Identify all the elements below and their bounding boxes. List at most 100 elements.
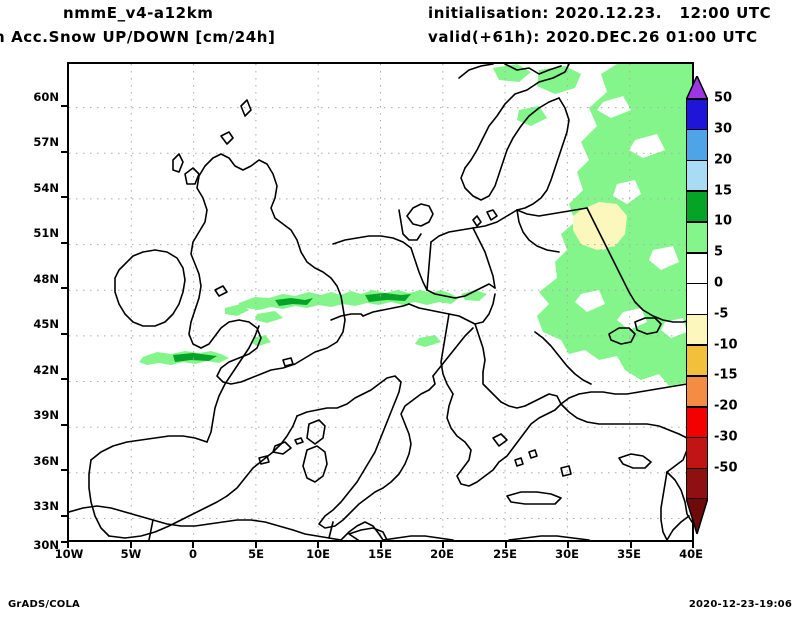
- coast-sweden-south: [460, 97, 560, 201]
- lat-tick-42N: [61, 378, 67, 380]
- lon-label-35E: 35E: [617, 547, 641, 561]
- valid-time-label: valid(+61h): 2020.DEC.26 01:00 UTC: [428, 28, 758, 46]
- shade-ne-russia-inner-gap-8: [597, 96, 631, 118]
- isle-cyclades-2: [528, 449, 538, 459]
- lat-label-33N: 33N: [33, 499, 59, 513]
- coast-gulf-bothnia-east: [516, 97, 570, 211]
- colorbar-divider-neg30: [686, 436, 708, 439]
- coast-poland-north: [430, 209, 518, 243]
- coast-turkey-north: [560, 381, 692, 405]
- colorbar-divider-neg5: [686, 313, 708, 316]
- lon-tick-35E: [630, 542, 632, 548]
- isle-orkney: [220, 131, 234, 145]
- lat-tick-30N: [61, 541, 67, 543]
- colorbar-band-5-10: [686, 221, 708, 252]
- lat-tick-60N: [61, 105, 67, 107]
- coast-black-sea-west: [534, 331, 592, 385]
- lat-label-51N: 51N: [33, 226, 59, 240]
- border-poland-east: [472, 227, 496, 289]
- shade-ne-russia-inner-gap-1: [613, 180, 641, 204]
- coast-portugal: [88, 459, 110, 537]
- lat-label-42N: 42N: [33, 363, 59, 377]
- lat-tick-57N: [61, 151, 67, 153]
- border-israel-egypt: [666, 515, 690, 540]
- colorbar-label-neg20: -20: [714, 398, 738, 414]
- border-germany-poland: [410, 241, 432, 291]
- isle-rhodes: [560, 465, 572, 477]
- border-algeria-tunisia: [328, 521, 334, 539]
- isle-sardinia: [302, 445, 328, 483]
- shade-ne-russia-inner-gap-2: [649, 246, 679, 270]
- lon-tick-15E: [380, 542, 382, 548]
- border-austria-hungary: [408, 293, 496, 325]
- colorbar-label-neg5: -5: [714, 306, 729, 322]
- coast-italy: [318, 375, 436, 529]
- border-balkan-2: [440, 313, 454, 395]
- lat-tick-48N: [61, 287, 67, 289]
- colorbar-label-neg10: -10: [714, 337, 738, 353]
- shade-west-russia-melt: [573, 202, 627, 250]
- border-czech-slovak: [426, 283, 496, 299]
- colorbar-divider-0: [686, 282, 708, 285]
- lat-label-45N: 45N: [33, 317, 59, 331]
- colorbar-over-arrow: [686, 76, 708, 100]
- shade-pyrenees-core: [173, 353, 217, 362]
- coast-black-sea-north: [586, 207, 692, 323]
- lon-tick-40E: [692, 542, 694, 548]
- isle-shetland: [240, 99, 252, 117]
- colorbar-band-20-30: [686, 128, 708, 160]
- lat-label-48N: 48N: [33, 272, 59, 286]
- lat-tick-33N: [61, 515, 67, 517]
- isle-anglesey: [214, 285, 228, 297]
- coast-sea-azov: [634, 317, 662, 335]
- colorbar: [686, 98, 708, 498]
- coast-libya-tunisia: [340, 521, 384, 540]
- coast-greece-east: [482, 371, 562, 463]
- generation-timestamp-label: 2020-12-23-19:06: [688, 599, 792, 610]
- lat-tick-36N: [61, 469, 67, 471]
- isle-balearics-mallorca: [272, 441, 292, 455]
- coast-greece-west: [446, 393, 500, 487]
- lon-label-15E: 15E: [368, 547, 392, 561]
- coast-north-africa: [69, 505, 342, 540]
- isle-crete: [506, 491, 562, 505]
- colorbar-band-15-20: [686, 159, 708, 191]
- colorbar-label-0: 0: [714, 275, 724, 291]
- colorbar-band-neg10-neg5: [686, 313, 708, 345]
- isle-skye: [184, 167, 200, 185]
- lat-label-30N: 30N: [33, 538, 59, 552]
- colorbar-divider-neg15: [686, 375, 708, 377]
- shade-alps-main: [239, 290, 459, 310]
- shade-alps-dark-core-2: [365, 293, 411, 302]
- colorbar-divider-30: [686, 128, 708, 131]
- coast-crimea: [608, 327, 636, 345]
- colorbar-divider-10: [686, 221, 708, 223]
- colorbar-label-20: 20: [714, 152, 733, 168]
- lon-label-10E: 10E: [306, 547, 330, 561]
- border-swiss: [330, 313, 364, 321]
- coast-libya-gulf: [382, 535, 454, 540]
- colorbar-divider-neg20: [686, 406, 708, 408]
- coastlines-and-borders: [69, 64, 692, 540]
- colorbar-label-50: 50: [714, 90, 733, 106]
- isle-gotland: [486, 209, 498, 221]
- isle-outer-hebrides: [172, 153, 184, 173]
- colorbar-label-neg50: -50: [714, 460, 738, 476]
- shade-alps-sw-spur: [255, 311, 283, 323]
- coast-norway: [458, 64, 570, 169]
- lat-label-60N: 60N: [33, 90, 59, 104]
- lat-tick-54N: [61, 196, 67, 198]
- coast-adriatic-east: [432, 327, 474, 377]
- colorbar-divider-15: [686, 190, 708, 192]
- lon-tick-5W: [130, 542, 132, 548]
- shade-dinaric-dot: [415, 335, 441, 347]
- lat-label-36N: 36N: [33, 454, 59, 468]
- lon-label-10W: 10W: [54, 547, 84, 561]
- isle-sicily: [348, 527, 388, 540]
- coast-france-atlantic: [206, 325, 260, 443]
- border-levant-east: [666, 471, 692, 523]
- lon-label-25E: 25E: [493, 547, 517, 561]
- colorbar-band-neg5-0: [686, 282, 708, 314]
- border-turkey-east: [666, 437, 688, 473]
- model-name-title: nmmE_v4-a12km: [63, 4, 214, 22]
